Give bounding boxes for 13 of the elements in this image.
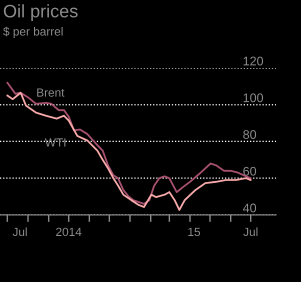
y-tick-label: 60 [243,166,256,176]
chart-subtitle: $ per barrel [3,26,63,38]
x-tick-label: Jul [243,227,258,236]
y-tick-label: 100 [244,93,264,102]
x-tick-label: 2014 [56,228,82,236]
y-tick-label: 40 [242,204,256,212]
x-tick-label: Jul [12,227,27,236]
series-label: WTI [44,138,66,147]
y-tick-label: 120 [244,56,264,66]
series-label: Brent [37,88,64,97]
chart-title: Oil prices [4,4,78,22]
y-tick-label: 80 [243,130,256,139]
x-tick-label: 15 [188,228,200,236]
